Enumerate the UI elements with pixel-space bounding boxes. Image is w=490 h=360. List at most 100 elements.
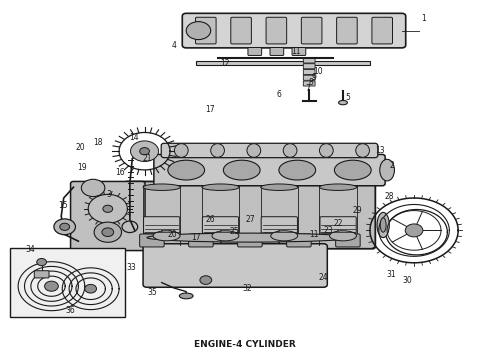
Text: 33: 33	[126, 264, 136, 272]
Ellipse shape	[334, 160, 371, 180]
FancyBboxPatch shape	[124, 181, 375, 249]
Ellipse shape	[319, 144, 333, 157]
Ellipse shape	[147, 233, 353, 242]
Circle shape	[81, 179, 105, 197]
Ellipse shape	[179, 293, 193, 299]
Text: 2: 2	[390, 161, 394, 170]
Ellipse shape	[380, 218, 386, 232]
Ellipse shape	[153, 231, 180, 241]
Text: 3: 3	[106, 190, 111, 199]
Text: 19: 19	[77, 163, 87, 172]
Circle shape	[130, 141, 159, 162]
Circle shape	[37, 258, 47, 266]
FancyBboxPatch shape	[303, 58, 315, 63]
Text: 7: 7	[305, 84, 310, 93]
FancyBboxPatch shape	[303, 64, 315, 69]
Text: 9: 9	[311, 72, 316, 81]
Circle shape	[405, 224, 423, 237]
FancyBboxPatch shape	[161, 143, 378, 158]
Circle shape	[54, 219, 75, 235]
Text: 27: 27	[245, 215, 255, 224]
Circle shape	[186, 22, 211, 40]
Circle shape	[60, 223, 70, 230]
Ellipse shape	[356, 144, 369, 157]
Text: 8: 8	[308, 78, 313, 87]
FancyBboxPatch shape	[182, 13, 406, 48]
Text: 22: 22	[333, 219, 343, 228]
Ellipse shape	[377, 212, 389, 238]
FancyBboxPatch shape	[154, 154, 385, 186]
Circle shape	[45, 281, 58, 291]
Ellipse shape	[319, 184, 357, 190]
Ellipse shape	[202, 184, 239, 190]
FancyBboxPatch shape	[303, 81, 315, 86]
FancyBboxPatch shape	[144, 217, 180, 233]
Text: 20: 20	[75, 143, 85, 152]
Circle shape	[85, 284, 97, 293]
Text: 15: 15	[58, 201, 68, 210]
FancyBboxPatch shape	[320, 217, 356, 233]
FancyBboxPatch shape	[196, 17, 216, 44]
Text: 35: 35	[147, 288, 157, 297]
FancyBboxPatch shape	[261, 217, 297, 233]
Circle shape	[140, 148, 149, 155]
Text: 5: 5	[345, 93, 350, 102]
Text: 4: 4	[172, 41, 176, 50]
Text: 12: 12	[220, 59, 230, 68]
Text: 16: 16	[115, 168, 125, 177]
Bar	[10, 248, 125, 317]
Text: 10: 10	[313, 68, 322, 77]
Text: 23: 23	[323, 226, 333, 235]
FancyBboxPatch shape	[303, 69, 315, 75]
FancyBboxPatch shape	[238, 234, 262, 247]
FancyBboxPatch shape	[189, 234, 213, 247]
Text: 28: 28	[385, 192, 394, 201]
Ellipse shape	[168, 160, 205, 180]
FancyBboxPatch shape	[287, 234, 311, 247]
Text: 11: 11	[309, 230, 318, 239]
FancyBboxPatch shape	[303, 75, 315, 80]
Text: 1: 1	[421, 14, 426, 23]
FancyBboxPatch shape	[337, 17, 357, 44]
Text: 30: 30	[403, 276, 413, 284]
Text: 20: 20	[168, 230, 177, 239]
Bar	[196, 61, 370, 65]
Text: 31: 31	[386, 270, 396, 279]
Circle shape	[103, 205, 113, 212]
FancyBboxPatch shape	[140, 234, 164, 247]
FancyBboxPatch shape	[266, 17, 287, 44]
Text: ENGINE-4 CYLINDER: ENGINE-4 CYLINDER	[194, 341, 296, 349]
Text: 17: 17	[191, 233, 201, 242]
Ellipse shape	[212, 231, 239, 241]
Text: 29: 29	[353, 206, 363, 215]
FancyBboxPatch shape	[71, 181, 145, 251]
Text: 32: 32	[243, 284, 252, 293]
Text: 36: 36	[65, 306, 75, 315]
Ellipse shape	[329, 231, 356, 241]
Text: 13: 13	[375, 145, 385, 155]
Text: 34: 34	[25, 246, 35, 254]
FancyBboxPatch shape	[143, 244, 327, 287]
Ellipse shape	[279, 160, 316, 180]
Text: 26: 26	[206, 215, 216, 224]
FancyBboxPatch shape	[34, 271, 49, 278]
Text: 25: 25	[229, 227, 239, 236]
Text: 17: 17	[205, 105, 215, 114]
FancyBboxPatch shape	[231, 17, 251, 44]
FancyBboxPatch shape	[292, 48, 306, 55]
Ellipse shape	[143, 184, 180, 190]
FancyBboxPatch shape	[202, 217, 239, 233]
Text: 14: 14	[129, 133, 139, 142]
FancyBboxPatch shape	[248, 48, 262, 55]
Circle shape	[102, 228, 114, 237]
FancyBboxPatch shape	[372, 17, 392, 44]
FancyBboxPatch shape	[270, 48, 284, 55]
Text: 18: 18	[93, 138, 103, 147]
Text: 21: 21	[142, 154, 152, 163]
Text: 11: 11	[292, 48, 301, 57]
FancyBboxPatch shape	[336, 234, 360, 247]
Text: 24: 24	[318, 274, 328, 282]
Circle shape	[200, 276, 212, 284]
Ellipse shape	[380, 159, 394, 181]
Ellipse shape	[339, 100, 347, 105]
